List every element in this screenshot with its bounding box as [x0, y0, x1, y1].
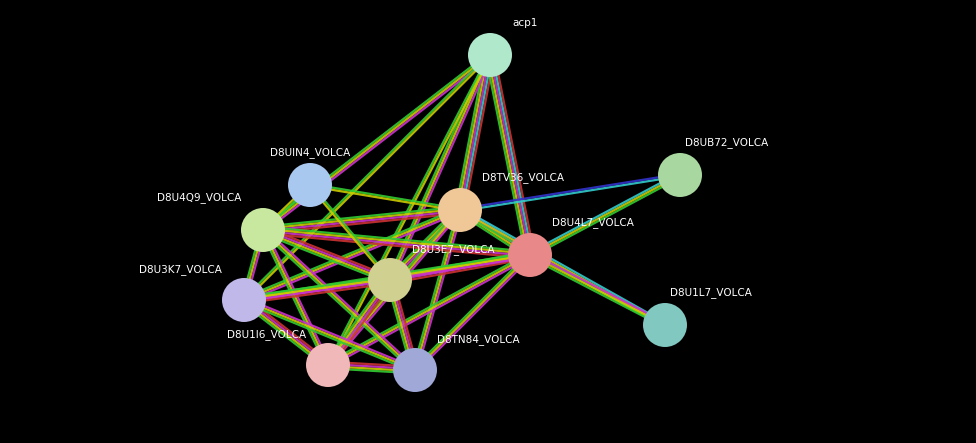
Circle shape — [288, 163, 332, 207]
Circle shape — [393, 348, 437, 392]
Circle shape — [658, 153, 702, 197]
Text: acp1: acp1 — [512, 18, 538, 28]
Text: D8TV36_VOLCA: D8TV36_VOLCA — [482, 172, 564, 183]
Text: D8UB72_VOLCA: D8UB72_VOLCA — [685, 137, 768, 148]
Text: D8U1L7_VOLCA: D8U1L7_VOLCA — [670, 287, 752, 298]
Circle shape — [222, 278, 266, 322]
Circle shape — [438, 188, 482, 232]
Circle shape — [643, 303, 687, 347]
Circle shape — [508, 233, 552, 277]
Text: D8U4Q9_VOLCA: D8U4Q9_VOLCA — [156, 192, 241, 203]
Circle shape — [468, 33, 512, 77]
Circle shape — [306, 343, 350, 387]
Text: D8TN84_VOLCA: D8TN84_VOLCA — [437, 334, 519, 345]
Text: D8UIN4_VOLCA: D8UIN4_VOLCA — [270, 147, 350, 158]
Text: D8U3K7_VOLCA: D8U3K7_VOLCA — [140, 264, 222, 275]
Circle shape — [241, 208, 285, 252]
Text: D8U3E7_VOLCA: D8U3E7_VOLCA — [412, 244, 495, 255]
Text: D8U4L7_VOLCA: D8U4L7_VOLCA — [552, 217, 633, 228]
Text: D8U1I6_VOLCA: D8U1I6_VOLCA — [226, 329, 306, 340]
Circle shape — [368, 258, 412, 302]
